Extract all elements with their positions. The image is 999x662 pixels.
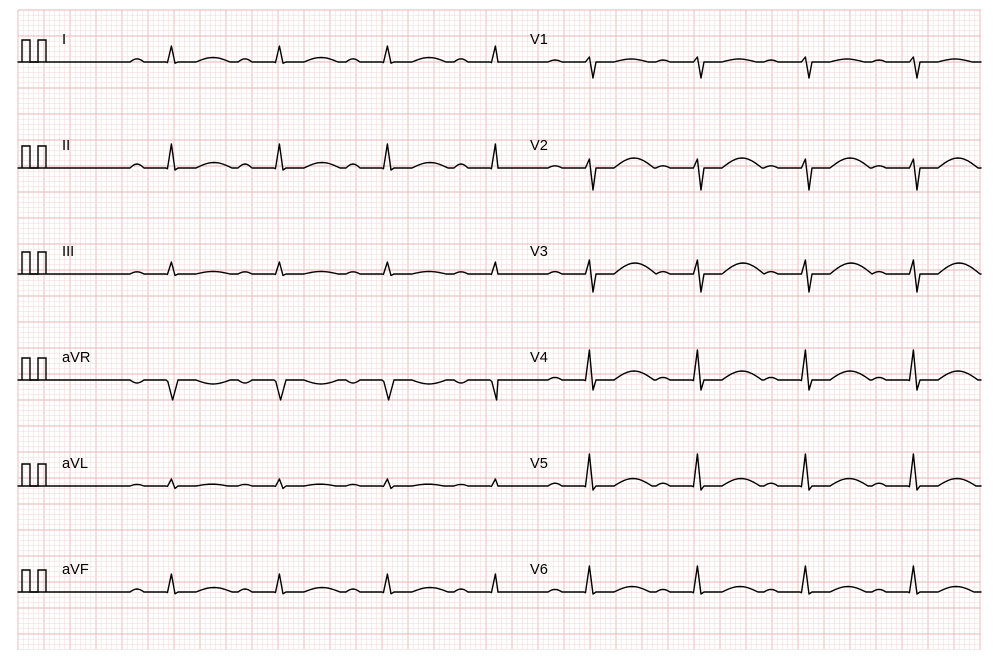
- ecg-chart: IIIIIIaVRaVLaVFV1V2V3V4V5V6: [0, 0, 999, 662]
- lead-label-V6: V6: [530, 562, 548, 578]
- lead-label-aVL: aVL: [62, 456, 88, 472]
- lead-label-V2: V2: [530, 138, 548, 154]
- lead-label-III: III: [62, 244, 74, 260]
- lead-label-aVF: aVF: [62, 562, 89, 578]
- lead-label-V3: V3: [530, 244, 548, 260]
- ecg-svg: IIIIIIaVRaVLaVFV1V2V3V4V5V6: [0, 0, 999, 662]
- lead-label-V4: V4: [530, 350, 548, 366]
- lead-label-I: I: [62, 32, 66, 48]
- lead-label-aVR: aVR: [62, 350, 90, 366]
- lead-label-V1: V1: [530, 32, 548, 48]
- lead-label-V5: V5: [530, 456, 548, 472]
- lead-label-II: II: [62, 138, 70, 154]
